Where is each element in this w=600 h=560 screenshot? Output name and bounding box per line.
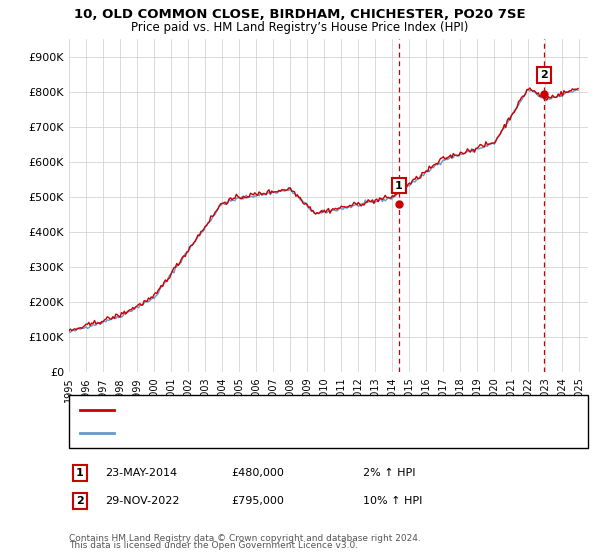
Text: £795,000: £795,000 [231,496,284,506]
Text: 1: 1 [76,468,83,478]
Text: 2: 2 [76,496,83,506]
Text: 1: 1 [395,181,403,191]
Text: Contains HM Land Registry data © Crown copyright and database right 2024.: Contains HM Land Registry data © Crown c… [69,534,421,543]
Text: This data is licensed under the Open Government Licence v3.0.: This data is licensed under the Open Gov… [69,541,358,550]
Text: 10, OLD COMMON CLOSE, BIRDHAM, CHICHESTER, PO20 7SE (detached house): 10, OLD COMMON CLOSE, BIRDHAM, CHICHESTE… [118,405,530,415]
Text: 23-MAY-2014: 23-MAY-2014 [105,468,177,478]
Text: 10% ↑ HPI: 10% ↑ HPI [363,496,422,506]
Text: 29-NOV-2022: 29-NOV-2022 [105,496,179,506]
Text: 10, OLD COMMON CLOSE, BIRDHAM, CHICHESTER, PO20 7SE: 10, OLD COMMON CLOSE, BIRDHAM, CHICHESTE… [74,8,526,21]
Text: Price paid vs. HM Land Registry’s House Price Index (HPI): Price paid vs. HM Land Registry’s House … [131,21,469,34]
Text: 2: 2 [540,70,548,80]
Text: £480,000: £480,000 [231,468,284,478]
Text: HPI: Average price, detached house, Chichester: HPI: Average price, detached house, Chic… [118,428,367,438]
Text: 2% ↑ HPI: 2% ↑ HPI [363,468,415,478]
